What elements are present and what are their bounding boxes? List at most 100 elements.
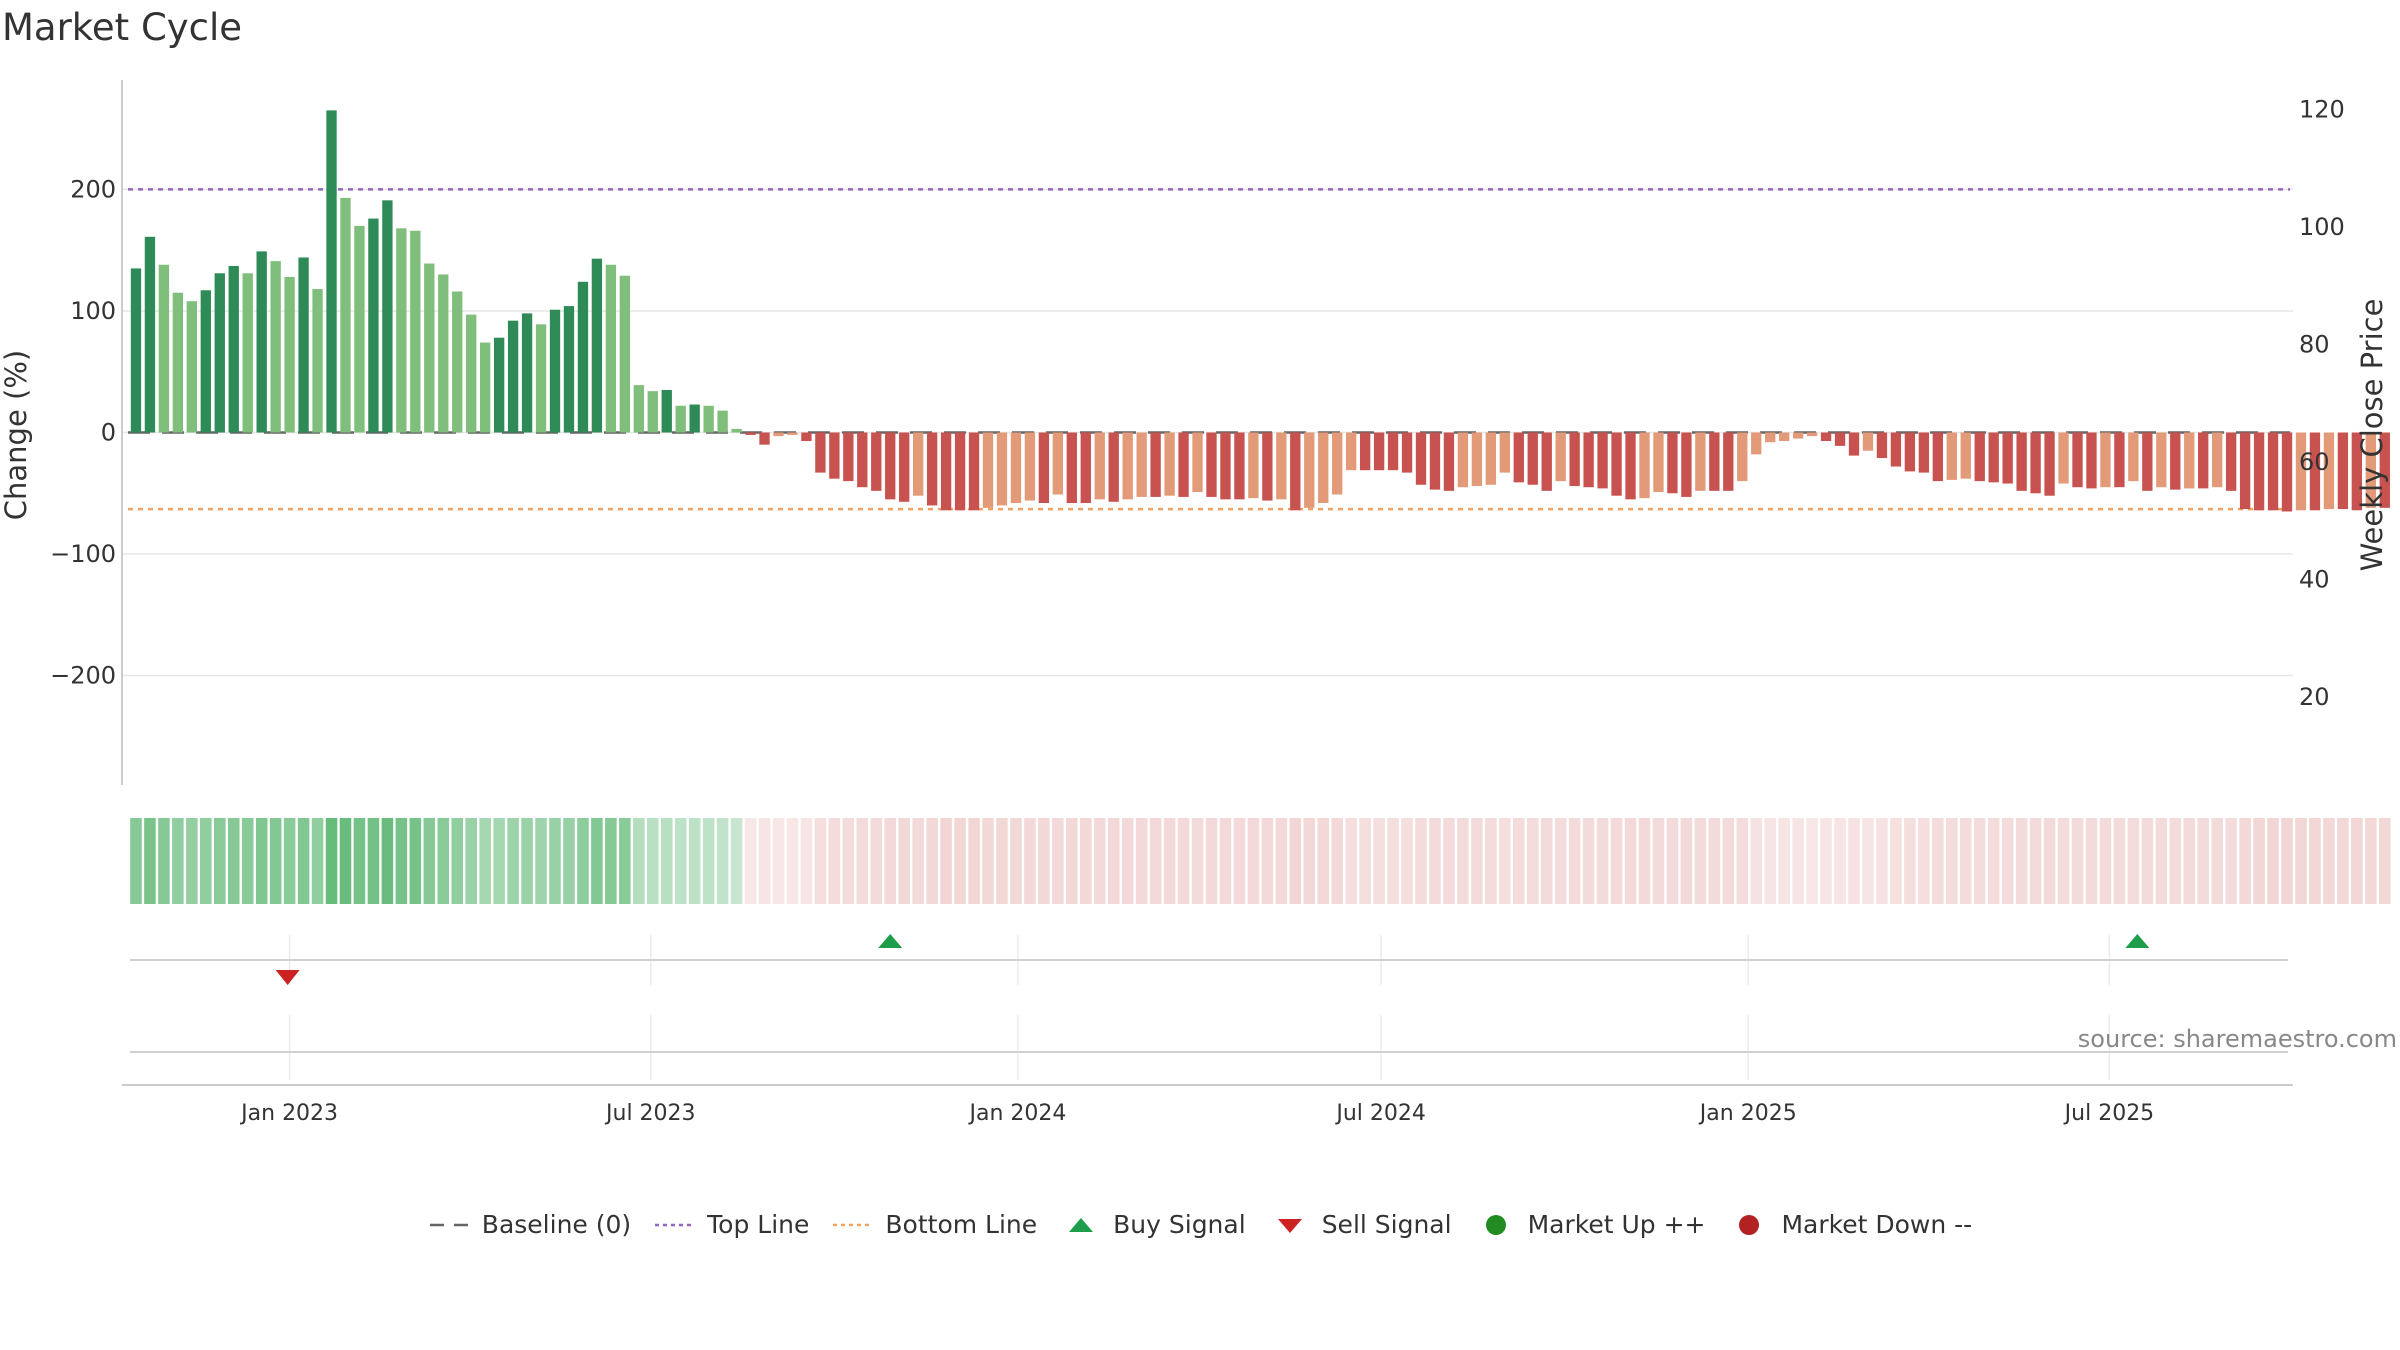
bar	[479, 342, 491, 433]
heat-cell	[1373, 818, 1385, 904]
bar	[186, 301, 198, 433]
heat-cell	[1973, 818, 1986, 904]
legend-label: Buy Signal	[1113, 1210, 1246, 1239]
heat-cell	[1680, 818, 1693, 904]
heat-cell	[465, 818, 477, 904]
x-tick-label: Jan 2025	[1698, 1101, 1797, 1126]
bar	[1373, 432, 1385, 471]
heat-cell	[172, 818, 184, 904]
bar	[661, 389, 672, 433]
bar	[899, 432, 910, 502]
bar	[857, 432, 868, 488]
bar	[926, 432, 938, 506]
left-y-ticks: 200 100 0 −100 −200	[50, 175, 116, 689]
heat-cell	[507, 818, 519, 904]
y-tick-right: 60	[2299, 448, 2330, 476]
x-ticks: Jan 2023 Jul 2023 Jan 2024 Jul 2024 Jan 2025…	[239, 1101, 2154, 1126]
bar	[270, 261, 281, 433]
heat-cell	[1191, 818, 1204, 904]
heat-cell	[1331, 818, 1343, 904]
heat-cell	[2015, 818, 2028, 904]
bar	[549, 309, 561, 433]
bar	[1862, 432, 1874, 451]
bar	[1834, 432, 1846, 446]
heat-cell	[325, 818, 338, 904]
heat-cell	[716, 818, 729, 904]
bar	[2295, 432, 2307, 511]
bar	[801, 432, 812, 442]
bar	[577, 281, 589, 433]
bar	[382, 200, 393, 433]
heat-cell	[1666, 818, 1679, 904]
heat-cell	[1890, 818, 1902, 904]
bar	[1946, 432, 1957, 480]
bar	[1346, 432, 1357, 471]
bar	[1038, 432, 1050, 503]
heat-cell	[2127, 818, 2140, 904]
heat-cell	[688, 818, 701, 904]
bar	[2058, 432, 2069, 484]
bar	[1401, 432, 1413, 473]
heat-cell	[1736, 818, 1749, 904]
y-tick-left: 200	[70, 175, 116, 203]
bar	[1318, 432, 1329, 503]
bar	[228, 265, 239, 433]
bar	[2323, 432, 2335, 510]
heat-cell	[1289, 818, 1302, 904]
heat-cell	[1247, 818, 1260, 904]
heat-cell	[2057, 818, 2070, 904]
heat-cell	[2267, 818, 2279, 904]
heat-cell	[926, 818, 938, 904]
bar	[745, 432, 756, 435]
heat-cell	[2379, 818, 2391, 904]
bar	[1569, 432, 1580, 486]
bar	[1150, 432, 1161, 497]
signals-panel	[275, 934, 2150, 1080]
bar	[1541, 432, 1552, 491]
circle-legend-icon	[1485, 1214, 1506, 1235]
bars-layer	[130, 110, 2390, 512]
bar	[1639, 432, 1650, 499]
heat-cell	[1778, 818, 1790, 904]
dot-legend-icon	[655, 1223, 696, 1226]
heat-cell	[674, 818, 687, 904]
bar	[1080, 432, 1091, 503]
heat-cell	[213, 818, 226, 904]
heat-cell	[1010, 818, 1022, 904]
bar	[521, 313, 533, 433]
heat-cell	[1904, 818, 1916, 904]
heat-cell	[1485, 818, 1497, 904]
heat-cell	[549, 818, 561, 904]
heat-cell	[2295, 818, 2307, 904]
heat-cell	[2323, 818, 2335, 904]
bar	[2253, 432, 2265, 511]
bar	[1024, 432, 1036, 501]
bar	[563, 306, 575, 433]
bar	[1262, 432, 1273, 501]
heat-cell	[1471, 818, 1483, 904]
heat-strip	[130, 818, 2391, 904]
heat-cell	[241, 818, 254, 904]
bar	[2016, 432, 2027, 491]
heat-cell	[2281, 818, 2293, 904]
heat-cell	[1275, 818, 1288, 904]
heat-cell	[1359, 818, 1371, 904]
bar	[689, 404, 700, 433]
bar	[815, 432, 826, 473]
heat-cell	[828, 818, 841, 904]
legend-label: Baseline (0)	[481, 1210, 632, 1239]
heat-cell	[996, 818, 1008, 904]
heat-cell	[2365, 818, 2377, 904]
heat-cell	[1708, 818, 1721, 904]
bar	[968, 432, 980, 511]
heat-cell	[1038, 818, 1050, 904]
x-tick-label: Jul 2025	[2063, 1101, 2155, 1126]
heat-cell	[297, 818, 310, 904]
heat-cell	[968, 818, 980, 904]
legend-item-sell-signal: Sell Signal	[1268, 1210, 1452, 1239]
heat-cell	[1066, 818, 1078, 904]
bar	[507, 320, 519, 433]
bar	[2184, 432, 2195, 489]
heat-cell	[1149, 818, 1162, 904]
